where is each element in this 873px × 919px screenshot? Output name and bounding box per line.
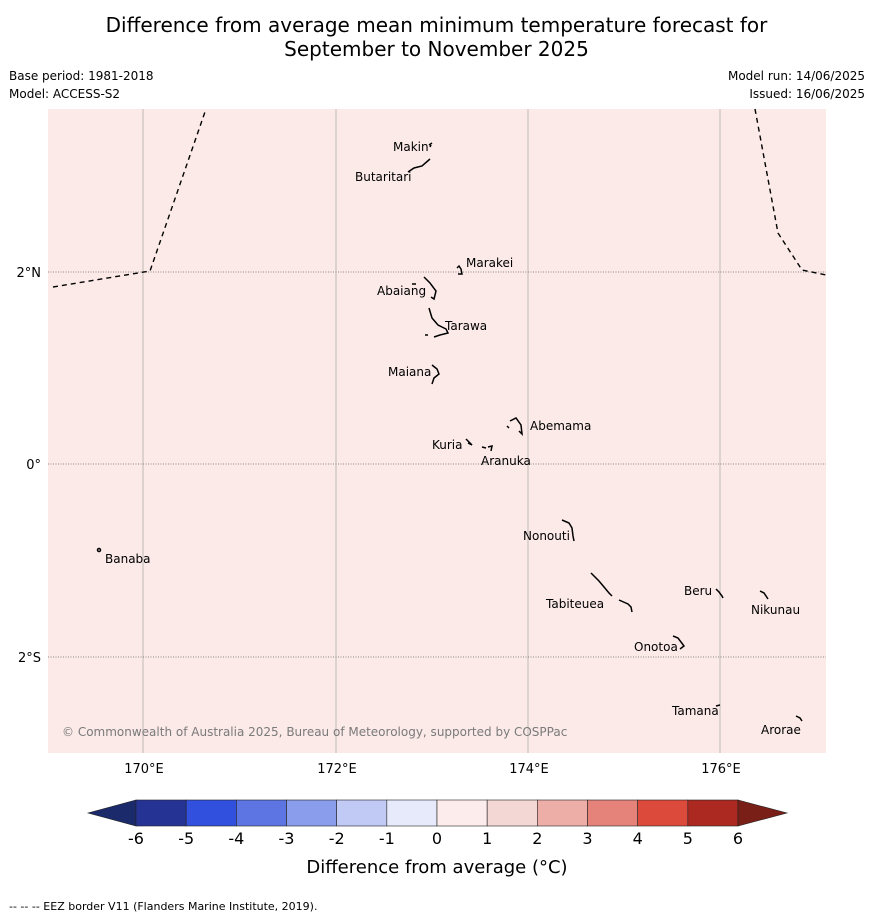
colorbar-swatch [687,799,739,827]
chart-title-line1: Difference from average mean minimum tem… [105,13,768,37]
colorbar-swatch [637,799,689,827]
base-period: Base period: 1981-2018 [9,69,154,83]
place-label-butaritari: Butaritari [355,170,412,184]
island-makin [428,142,433,148]
island-banaba [96,547,102,553]
island-tamana [715,704,721,707]
colorbar-tick-label: -3 [279,829,295,848]
lon-label-172e: 172°E [317,762,357,777]
issued-date: Issued: 16/06/2025 [749,87,865,101]
colorbar-tick-label: 2 [532,829,542,848]
place-label-abemama: Abemama [530,419,591,433]
colorbar-swatch [436,799,488,827]
place-label-nonouti: Nonouti [523,529,570,543]
place-label-tamana: Tamana [671,704,719,718]
chart-title-line2: September to November 2025 [284,37,589,61]
island-aranuka [481,444,493,452]
colorbar-tick-label: -5 [178,829,194,848]
place-label-kuria: Kuria [432,438,463,452]
colorbar [86,799,789,827]
eez-border [52,108,827,288]
graticule [142,109,721,753]
model-name: Model: ACCESS-S2 [9,87,121,101]
colorbar-swatch [236,799,287,827]
colorbar-over-arrow [737,799,789,827]
place-label-tabiteuea: Tabiteuea [545,597,604,611]
islands [96,142,803,722]
colorbar-swatch [386,799,438,827]
copyright-notice: © Commonwealth of Australia 2025, Bureau… [62,725,567,739]
place-label-makin: Makin [393,140,429,154]
place-label-marakei: Marakei [466,256,513,270]
island-arorae [795,715,803,722]
colorbar-swatch [336,799,388,827]
lon-label-176e: 176°E [701,762,741,777]
colorbar-tick-label: 5 [683,829,693,848]
place-labels: Makin Butaritari Marakei Abaiang Tarawa … [105,140,801,737]
island-kuria [465,438,473,446]
place-label-abaiang: Abaiang [377,284,426,298]
island-maiana [431,364,440,385]
place-label-nikunau: Nikunau [751,603,800,617]
lat-labels: 2°N 0° 2°S [17,266,42,666]
island-butaritari [407,158,431,173]
island-nonouti [561,519,575,542]
eez-border-east [754,108,827,276]
place-label-banaba: Banaba [105,552,151,566]
island-abaiang [412,276,437,301]
island-abemama [506,417,523,437]
colorbar-tick-label: -1 [379,829,395,848]
colorbar-tick-label: 6 [733,829,743,848]
place-label-onotoa: Onotoa [634,640,678,654]
place-label-aranuka: Aranuka [481,454,531,468]
colorbar-ticks: -6 -5 -4 -3 -2 -1 0 1 2 3 4 5 6 [128,829,743,848]
island-marakei [456,264,463,275]
colorbar-swatch [286,799,337,827]
colorbar-tick-label: 3 [582,829,592,848]
colorbar-tick-label: -2 [329,829,345,848]
colorbar-tick-label: 1 [482,829,492,848]
colorbar-swatch [537,799,588,827]
island-tarawa [425,307,450,338]
colorbar-tick-label: 4 [633,829,643,848]
eez-footnote: -- -- -- EEZ border V11 (Flanders Marine… [9,900,318,913]
island-beru [715,588,724,599]
island-nikunau [759,590,769,600]
lat-label-2n: 2°N [17,266,42,281]
colorbar-swatch [135,799,187,827]
place-label-beru: Beru [684,584,712,598]
map-background [48,109,826,753]
lon-labels: 170°E 172°E 174°E 176°E [124,762,741,777]
parallels [48,271,826,658]
colorbar-label: Difference from average (°C) [306,857,567,878]
colorbar-tick-label: 0 [432,829,442,848]
colorbar-swatch [185,799,237,827]
colorbar-tick-label: -4 [228,829,244,848]
place-label-arorae: Arorae [761,723,801,737]
colorbar-swatch [486,799,538,827]
model-run: Model run: 14/06/2025 [727,69,865,83]
lon-label-170e: 170°E [124,762,164,777]
colorbar-swatch [587,799,638,827]
island-onotoa [672,635,686,650]
colorbar-tick-label: -6 [128,829,144,848]
island-tabiteuea [590,572,633,613]
lon-label-174e: 174°E [509,762,549,777]
place-label-tarawa: Tarawa [444,319,487,333]
lat-label-2s: 2°S [18,651,41,666]
colorbar-under-arrow [86,799,137,827]
place-label-maiana: Maiana [388,365,431,379]
lat-label-0: 0° [26,458,41,473]
